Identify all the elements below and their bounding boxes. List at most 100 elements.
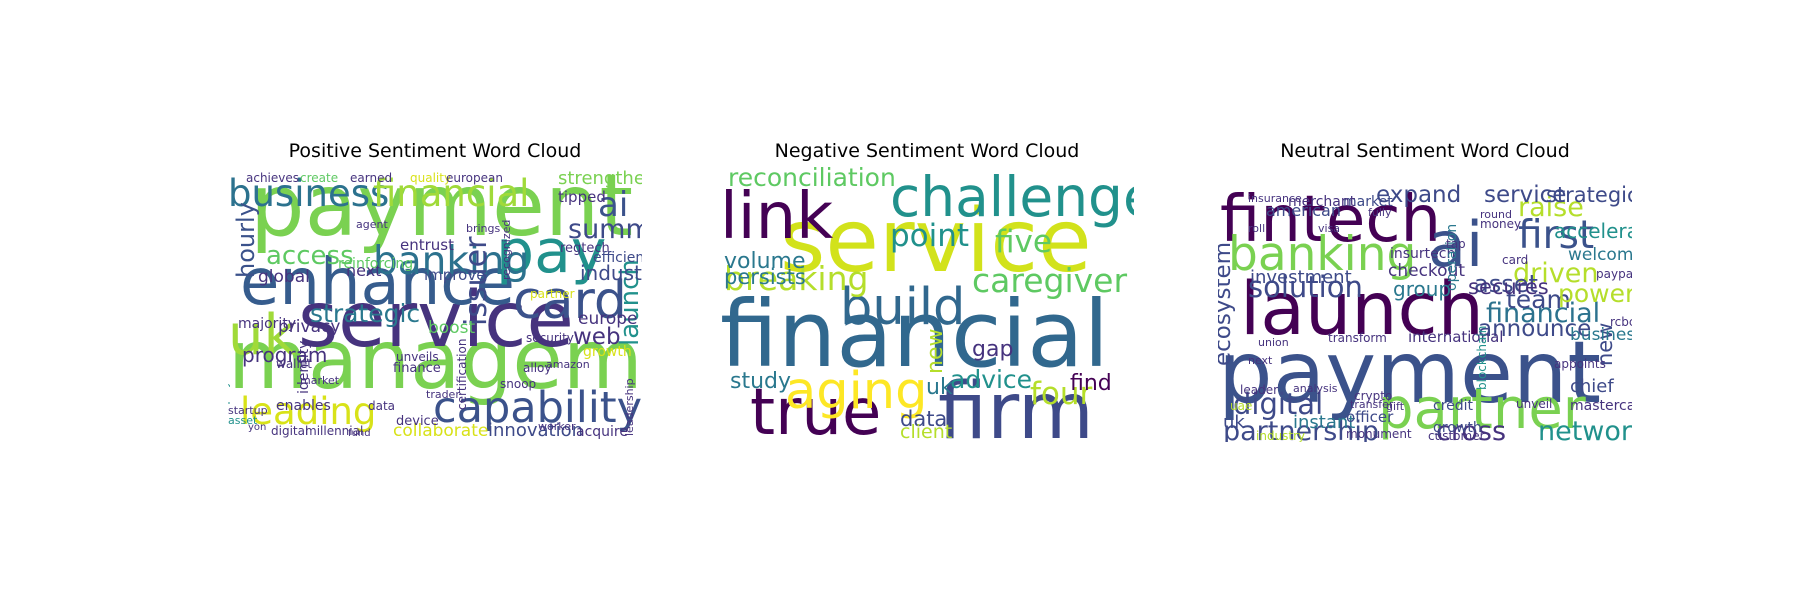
word: leadership	[623, 378, 636, 436]
word: insurance	[1248, 192, 1302, 205]
word: roll	[1248, 222, 1265, 235]
word: merchant	[1288, 194, 1356, 210]
word: strategic	[310, 299, 420, 328]
word: true	[750, 376, 881, 442]
word: finance	[393, 361, 441, 376]
word: regtech	[560, 241, 610, 256]
word: union	[1258, 336, 1289, 349]
word: europe	[578, 309, 638, 329]
word: web	[573, 324, 621, 350]
word: alloy	[523, 361, 551, 375]
word: amazon	[546, 358, 590, 371]
positive-wordcloud: payment managementserviceenhancepay uk card…	[228, 166, 642, 442]
word: raise	[1518, 192, 1584, 223]
word: breaking	[724, 259, 868, 298]
word: accelerate	[1554, 219, 1632, 243]
word: fund	[348, 428, 371, 439]
word: reinforcing	[338, 256, 413, 272]
word: persists	[724, 265, 806, 289]
word: financial	[373, 172, 529, 215]
positive-wordcloud-svg: payment managementserviceenhancepay uk card…	[228, 166, 642, 441]
word: digital	[1233, 387, 1323, 421]
word: uae	[1230, 399, 1252, 413]
word: visa	[1318, 222, 1340, 235]
word: uk	[228, 303, 296, 368]
word: challenge	[890, 166, 1134, 229]
word: program	[242, 343, 327, 367]
word: business	[228, 172, 389, 215]
word: credit	[1433, 398, 1474, 414]
word: issuer	[459, 236, 494, 326]
word: gap	[972, 337, 1013, 362]
neutral-wordcloud-panel: Neutral Sentiment Word Cloud payment laun…	[1218, 138, 1632, 448]
word: pay	[496, 217, 606, 287]
word: caregiver	[972, 261, 1127, 300]
word: advice	[950, 365, 1032, 394]
word: partner	[1378, 377, 1587, 442]
word: identity	[296, 341, 312, 394]
word: announce	[1478, 316, 1591, 342]
word: instant	[1293, 412, 1355, 433]
word: unveils	[396, 350, 439, 364]
word: launch	[615, 259, 642, 346]
word: entrust	[400, 236, 454, 254]
word: card	[513, 271, 627, 331]
word: privacy	[278, 317, 340, 337]
word: european	[446, 171, 503, 185]
word: analysis	[1293, 382, 1338, 395]
word: international	[1408, 328, 1503, 346]
word: chief	[1570, 376, 1614, 397]
word: uk	[1223, 412, 1245, 433]
word: american	[1266, 201, 1341, 220]
word: monument	[1346, 427, 1412, 441]
word: earned	[350, 171, 392, 185]
word: majority	[238, 316, 296, 332]
word: fintech	[1220, 183, 1441, 257]
word: asset	[1474, 270, 1538, 298]
word: global	[258, 267, 310, 287]
word: group	[1393, 277, 1451, 301]
word: access	[266, 241, 354, 271]
word: millennial	[305, 424, 363, 438]
word: card	[1502, 253, 1528, 267]
word: collaborate	[393, 421, 488, 441]
word: mastercard	[1570, 398, 1632, 414]
word: tipped	[558, 188, 606, 206]
word: ai	[598, 185, 628, 225]
word: recognized	[500, 220, 513, 280]
word: device	[396, 414, 439, 429]
word: service	[780, 190, 1092, 292]
word: crypto	[1354, 389, 1392, 403]
neutral-wordcloud: payment launch fintech ai partner banking firs…	[1218, 166, 1632, 442]
word: hourly	[232, 202, 260, 278]
word: solution	[1248, 270, 1363, 304]
word: certification	[455, 339, 469, 410]
word: asset	[228, 414, 258, 427]
word: operation	[1444, 224, 1460, 291]
word: next	[346, 261, 381, 280]
word: partnership	[1223, 416, 1379, 442]
word: link	[720, 180, 833, 254]
word: study	[730, 369, 791, 394]
word: security	[526, 331, 574, 345]
word: five	[995, 224, 1052, 260]
chart-title: Positive Sentiment Word Cloud	[288, 140, 582, 162]
word: expand	[1376, 182, 1461, 208]
word: efficiency	[593, 250, 642, 266]
word: enhance	[240, 246, 515, 320]
word: officer	[1346, 408, 1394, 426]
word: financial	[1486, 298, 1600, 329]
word: digital	[271, 424, 308, 438]
word: welcome	[1568, 245, 1632, 265]
word: volume	[724, 249, 806, 274]
word: blockchain	[1475, 326, 1489, 390]
word: unveil	[1516, 397, 1552, 411]
word: innovation	[488, 420, 583, 441]
word: growth	[1433, 420, 1482, 436]
word: summit	[568, 214, 642, 245]
word: business	[1570, 325, 1632, 345]
word: gift	[1386, 400, 1405, 413]
word: network	[1538, 416, 1632, 442]
word: transfer	[1350, 398, 1394, 411]
word: brings	[466, 222, 501, 235]
